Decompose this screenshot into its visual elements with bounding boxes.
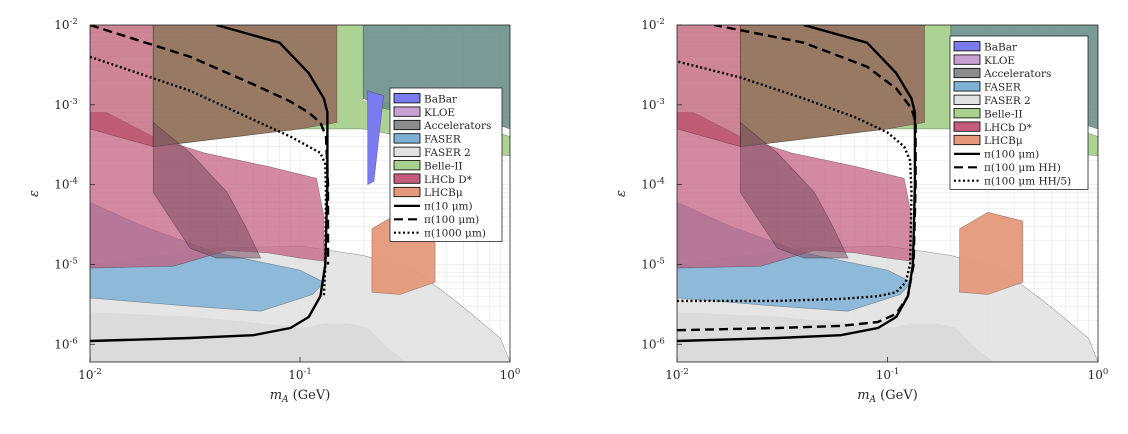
exclusion-regions (677, 25, 1098, 362)
x-tick-label: 10-1 (876, 367, 900, 382)
chart-panel-1: 10-2 10-1 100 10-6 10-5 10-4 10-3 10-2 mA (GeV) ε… (27, 17, 520, 405)
x-tick-label: 10-2 (78, 367, 102, 382)
legend-item: BaBar (953, 41, 1018, 53)
y-tick-label: 10-4 (641, 177, 665, 192)
legend-item: π(100 μm) (394, 214, 479, 226)
legend-swatch (953, 134, 981, 146)
region-lhcb-d (677, 25, 741, 147)
legend-label: LHCBμ (424, 187, 463, 199)
legend-label: FASER (984, 82, 1022, 94)
y-tick-label: 10-6 (54, 336, 78, 351)
legend-swatch (953, 67, 981, 79)
legend-label: Accelerators (423, 120, 491, 132)
region-lhcb-d (152, 121, 262, 259)
region-lhcb-d (740, 121, 849, 259)
x-tick-label: 10-1 (288, 367, 312, 382)
legend-swatch (953, 121, 981, 132)
legend-swatch (953, 54, 981, 65)
legend-label: π(1000 μm) (424, 227, 486, 239)
legend-item: KLOE (393, 106, 455, 119)
legend-label: π(100 μm HH/5) (984, 175, 1071, 187)
x-tick-label: 100 (1088, 367, 1109, 382)
legend-label: Belle-II (424, 160, 463, 172)
x-tick-label: 100 (500, 367, 521, 382)
y-tick-label: 10-2 (54, 17, 78, 32)
legend-item: KLOE (953, 54, 1015, 67)
legend-label: KLOE (424, 107, 455, 119)
legend-item: π(100 μm HH/5) (954, 175, 1071, 187)
series-line-3 (677, 60, 913, 303)
sensitivity-curves (90, 25, 330, 343)
series-line-3 (90, 55, 328, 297)
x-axis-label: mA (GeV) (857, 388, 918, 405)
y-tick-label: 10-5 (54, 256, 78, 271)
legend-item: BaBar (393, 93, 458, 105)
region-babar (367, 90, 384, 186)
legend-swatch (953, 81, 981, 92)
legend-swatch (393, 106, 421, 117)
legend-label: FASER 2 (424, 147, 471, 159)
legend-label: KLOE (984, 55, 1015, 67)
y-axis-label: ε (27, 190, 42, 197)
legend-item: Accelerators (393, 119, 491, 132)
y-tick-label: 10-4 (54, 177, 78, 192)
y-tick-label: 10-6 (641, 336, 665, 351)
y-tick-label: 10-5 (641, 256, 665, 271)
series-line-1 (90, 25, 329, 343)
legend-item: Belle-II (393, 160, 463, 172)
region-lhcb-d (90, 25, 154, 147)
series-line-4 (90, 25, 330, 265)
y-axis-label: ε (614, 190, 629, 197)
legend-item: LHCb D* (393, 173, 473, 186)
legend-label: BaBar (984, 41, 1018, 53)
legend-item: LHCb D* (953, 121, 1033, 134)
legend-item: FASER 2 (953, 94, 1031, 107)
legend-label: Belle-II (984, 108, 1023, 120)
legend-item: LHCBμ (953, 134, 1023, 147)
y-tick-label: 10-2 (641, 17, 665, 32)
legend-label: LHCb D* (984, 122, 1033, 134)
legend-label: FASER (424, 134, 462, 146)
legend-label: FASER 2 (984, 95, 1031, 107)
legend-item: π(1000 μm) (394, 227, 486, 239)
legend-item: FASER (953, 81, 1022, 94)
legend-label: Accelerators (983, 68, 1051, 80)
legend-label: π(10 μm) (424, 201, 473, 213)
legend-label: LHCBμ (984, 135, 1023, 147)
legend-label: π(100 μm) (424, 214, 479, 226)
legend-item: Accelerators (953, 67, 1051, 80)
legend-item: FASER (393, 133, 462, 146)
legend-item: π(100 μm) (954, 149, 1039, 161)
legend-item: FASER 2 (393, 146, 471, 159)
legend-swatch (953, 94, 981, 105)
legend-swatch (393, 133, 421, 144)
region-lhcb (959, 211, 1024, 295)
legend-item: Belle-II (953, 108, 1023, 120)
legend-label: π(100 μm) (984, 149, 1039, 161)
legend-swatch (393, 173, 421, 184)
x-tick-label: 10-2 (665, 367, 689, 382)
legend-swatch (953, 108, 981, 119)
legend-swatch (393, 93, 421, 104)
legend-swatch (393, 119, 421, 131)
sensitivity-curves (677, 25, 917, 343)
y-tick-label: 10-3 (54, 97, 78, 112)
legend-swatch (393, 186, 421, 198)
x-axis-label: mA (GeV) (270, 388, 331, 405)
chart-panel-2: 10-2 10-1 100 10-6 10-5 10-4 10-3 10-2 mA (GeV) ε… (614, 17, 1108, 405)
y-tick-label: 10-3 (641, 97, 665, 112)
legend-label: LHCb D* (424, 174, 473, 186)
legend-swatch (393, 160, 421, 171)
legend-swatch (393, 146, 421, 157)
legend-label: π(100 μm HH) (984, 162, 1061, 174)
legend-item: π(100 μm HH) (954, 162, 1061, 174)
legend-item: LHCBμ (393, 186, 463, 199)
series-line-2 (677, 25, 917, 332)
legend-label: BaBar (424, 93, 458, 105)
legend-swatch (953, 41, 981, 52)
legend-item: π(10 μm) (394, 201, 473, 213)
